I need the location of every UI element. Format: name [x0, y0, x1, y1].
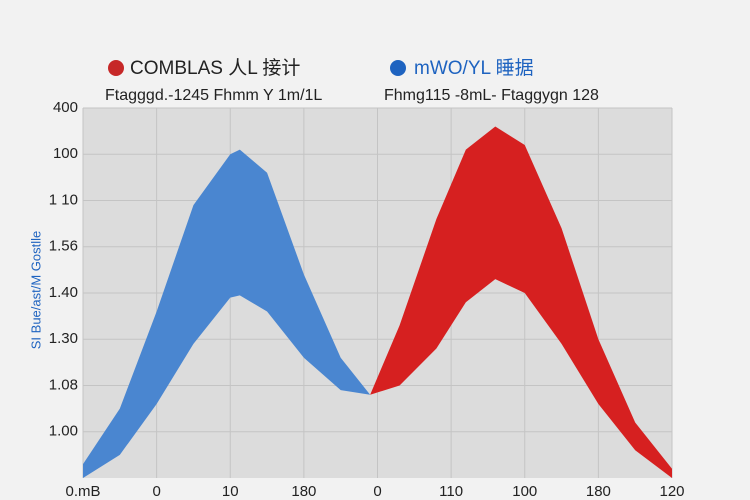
x-tick-label: 120 — [659, 483, 684, 500]
y-tick-label: 1.08 — [49, 376, 78, 393]
legend-title: mWO/YL 睡据 — [414, 57, 534, 79]
subtitle: Ftagggd.-1245 Fhmm Y 1m/1L — [105, 87, 322, 104]
x-tick-label: 0 — [373, 483, 381, 500]
y-tick-label: 400 — [53, 99, 78, 116]
band-area — [370, 126, 672, 478]
x-tick-label: 110 — [439, 483, 463, 500]
subtitle: Fhmg115 -8mL- Ftaggygn 128 — [384, 87, 599, 104]
x-tick-label: 0.mB — [65, 483, 100, 500]
x-tick-label: 10 — [222, 483, 239, 500]
y-tick-label: 1.00 — [49, 423, 78, 440]
x-tick-label: 0 — [152, 483, 160, 500]
legend-icon — [390, 60, 406, 76]
band-area — [83, 149, 371, 478]
legend-title: COMBLAS 人L 接计 — [130, 57, 300, 79]
y-tick-label: 1.30 — [49, 330, 78, 347]
x-tick-label: 180 — [291, 483, 316, 500]
y-tick-label: 1 10 — [49, 191, 78, 208]
x-tick-label: 100 — [512, 483, 537, 500]
x-tick-label: 180 — [586, 483, 611, 500]
y-tick-label: 1.56 — [49, 238, 78, 255]
y-tick-label: 100 — [53, 145, 78, 162]
y-tick-label: 1.40 — [49, 284, 78, 301]
legend-icon — [108, 60, 124, 76]
y-axis-label: SI Bue/ast/M Gostlle — [28, 231, 43, 350]
